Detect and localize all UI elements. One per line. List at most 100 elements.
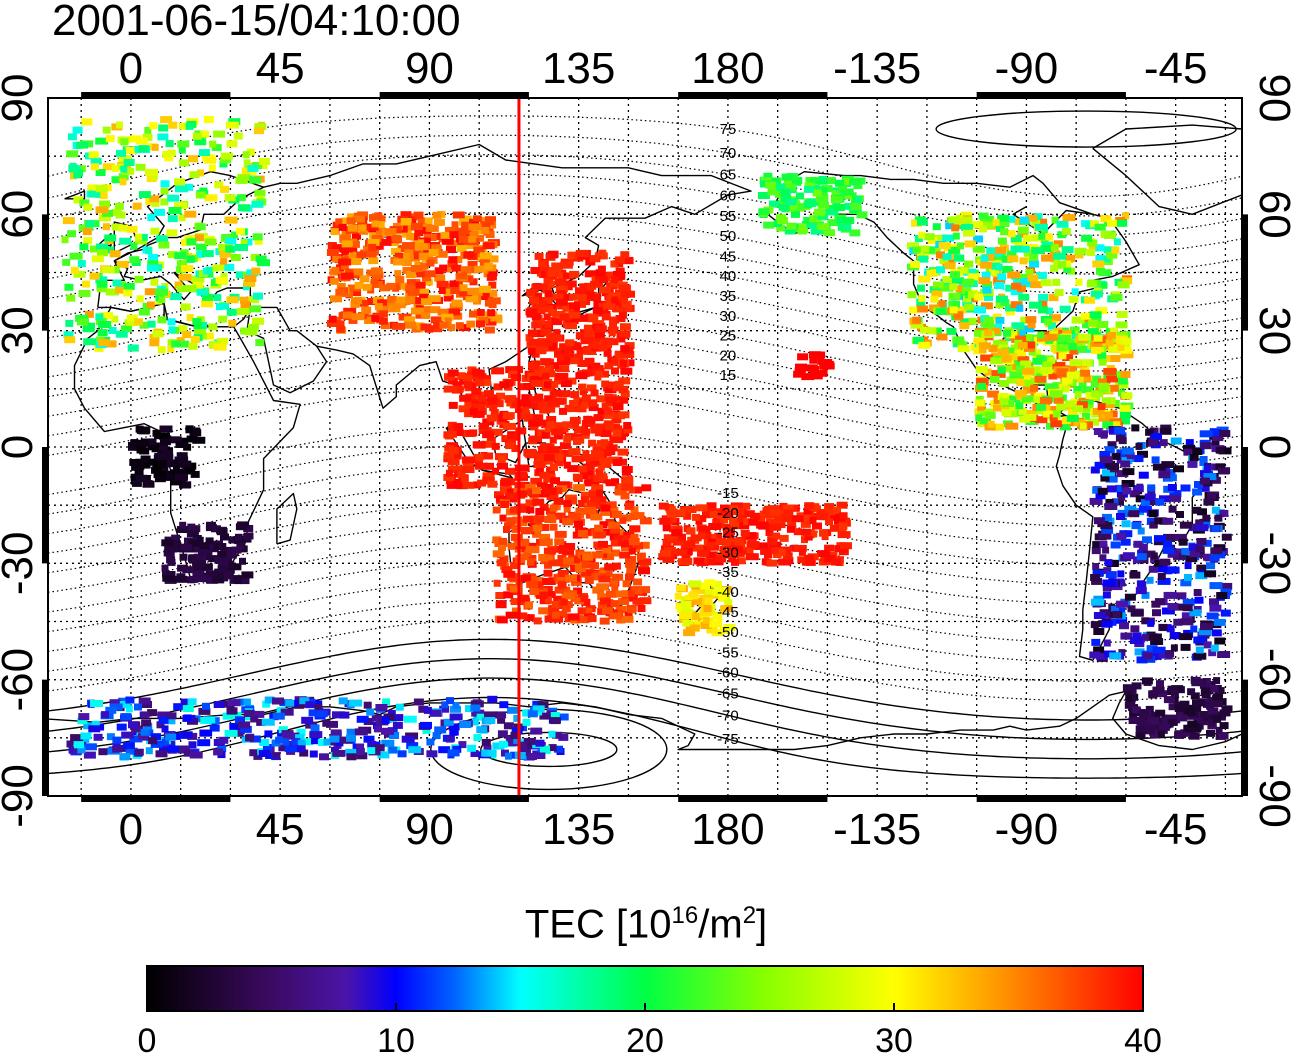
tec-point (1145, 722, 1157, 730)
tec-point (583, 324, 592, 332)
tec-point (394, 270, 402, 278)
tec-point (447, 260, 456, 268)
tec-point (1202, 514, 1211, 522)
tec-point (157, 711, 171, 719)
tec-point (541, 431, 549, 439)
tec-point (766, 559, 778, 567)
tec-point (798, 548, 806, 556)
tec-point (339, 711, 350, 719)
tec-point (1040, 233, 1053, 241)
tec-point (459, 721, 472, 728)
tec-point (588, 490, 600, 498)
tec-point (911, 219, 922, 227)
tec-point (1100, 431, 1108, 439)
tec-point (134, 748, 144, 756)
tec-point (526, 580, 539, 588)
tec-point (1053, 396, 1064, 404)
tec-point (581, 569, 595, 577)
tec-point (1112, 610, 1121, 618)
tec-point (959, 322, 970, 330)
tec-point (717, 516, 728, 524)
tec-point (1190, 724, 1201, 732)
tec-point (350, 289, 362, 296)
tec-point (425, 224, 436, 232)
tec-point (188, 155, 198, 163)
tec-point (154, 475, 166, 483)
tec-point (801, 221, 813, 228)
tec-point (705, 551, 718, 559)
tec-point (568, 293, 578, 301)
tec-point (1169, 566, 1180, 574)
tec-point (194, 137, 205, 145)
tec-point (1017, 341, 1028, 349)
tec-point (432, 732, 441, 740)
tec-point (446, 246, 456, 254)
tec-point (918, 341, 931, 349)
tec-point (1178, 538, 1188, 546)
tec-point (1154, 559, 1163, 567)
tec-point (83, 751, 96, 759)
tec-point (413, 252, 423, 260)
tec-point (125, 705, 133, 713)
tec-point (569, 416, 581, 424)
tec-point (562, 421, 573, 429)
tec-point (534, 393, 544, 401)
tec-point (1128, 510, 1140, 518)
tec-point (64, 283, 74, 291)
tec-point (414, 243, 428, 251)
tec-point (567, 465, 580, 473)
tec-point (1115, 484, 1126, 492)
tec-point (182, 467, 196, 475)
tec-point (66, 740, 74, 748)
tec-point (471, 718, 479, 726)
tec-point (118, 281, 126, 289)
tec-point (709, 511, 718, 518)
tec-point (1001, 255, 1013, 263)
tec-point (544, 615, 556, 623)
tec-point (437, 308, 449, 316)
tec-point (551, 397, 565, 405)
tec-point (551, 293, 564, 301)
tec-point (786, 525, 795, 533)
x-tick-label-top: -90 (995, 44, 1059, 93)
tec-point (611, 511, 622, 519)
tec-point (563, 461, 571, 469)
tec-point (521, 394, 533, 402)
tec-point (487, 480, 498, 488)
tec-point (1047, 333, 1058, 341)
tec-point (786, 222, 797, 230)
tec-point (175, 473, 188, 481)
tec-point (1135, 495, 1149, 503)
tec-point (1145, 428, 1155, 436)
tec-point (448, 401, 458, 409)
tec-point (211, 279, 218, 287)
tec-point (466, 320, 476, 328)
tec-point (376, 227, 386, 235)
tec-point (772, 551, 782, 558)
tec-point (1104, 446, 1115, 454)
tec-point (1098, 358, 1107, 366)
tec-point (75, 314, 89, 322)
tec-point (216, 303, 223, 311)
tec-point (589, 399, 598, 407)
tec-point (1001, 355, 1012, 363)
tec-point (703, 508, 716, 515)
tec-point (1157, 565, 1168, 573)
tec-point (193, 553, 204, 561)
tec-point (558, 733, 569, 741)
tec-point (514, 471, 528, 479)
tec-point (82, 228, 92, 236)
tec-point (482, 472, 495, 480)
tec-point (473, 441, 486, 449)
tec-point (561, 449, 573, 457)
tec-point (157, 346, 166, 354)
tec-point (255, 339, 265, 347)
tec-point (180, 543, 193, 551)
tec-point (980, 261, 993, 269)
tec-point (194, 327, 207, 335)
tec-point (471, 388, 482, 395)
tec-point (1116, 600, 1128, 608)
tec-point (704, 597, 713, 605)
tec-point (957, 345, 970, 353)
tec-point (1016, 379, 1025, 386)
